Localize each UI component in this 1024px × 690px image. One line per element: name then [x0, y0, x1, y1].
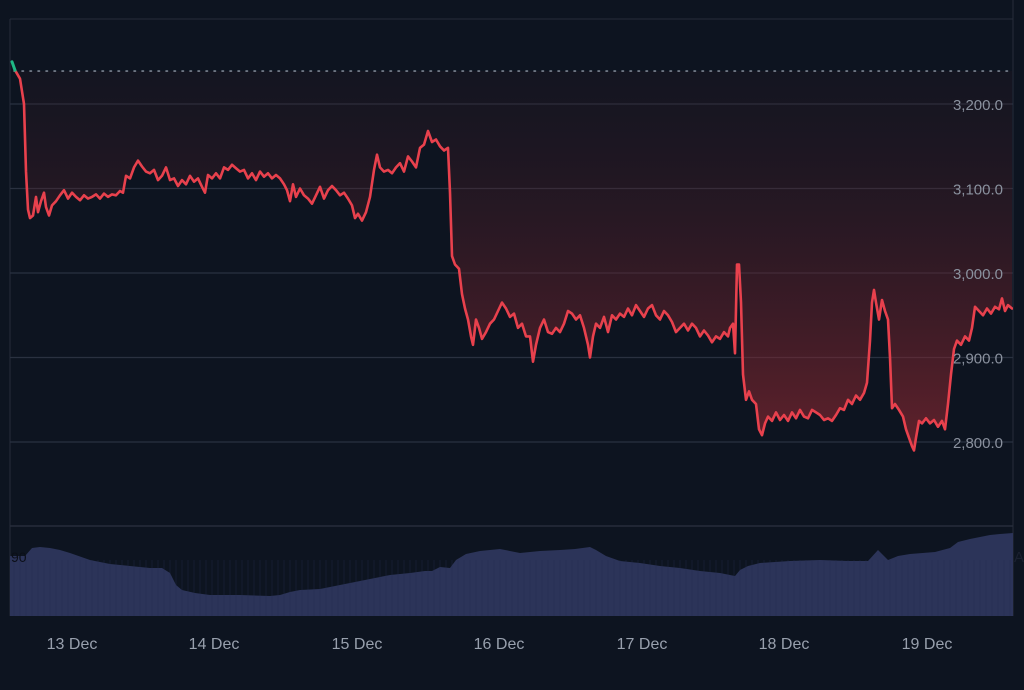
- y-tick-label: 3,000.0: [953, 266, 1003, 283]
- price-area-fill: [15, 70, 1012, 451]
- x-axis-labels: 13 Dec 14 Dec 15 Dec 16 Dec 17 Dec 18 Dec 19 D…: [47, 636, 953, 653]
- x-tick-label: 14 Dec: [189, 636, 240, 653]
- price-line[interactable]: [10, 60, 1013, 452]
- volume-histogram: [10, 533, 1013, 616]
- y-tick-label: 3,200.0: [953, 97, 1003, 114]
- volume-scale-label: 90: [11, 549, 27, 565]
- volume-edge-label: A: [1014, 549, 1024, 566]
- x-tick-label: 19 Dec: [902, 636, 953, 653]
- up-segment: [10, 60, 17, 72]
- x-tick-label: 17 Dec: [617, 636, 668, 653]
- y-axis-labels: 3,200.0 3,100.0 3,000.0 2,900.0 2,800.0: [953, 97, 1003, 452]
- x-tick-label: 13 Dec: [47, 636, 98, 653]
- y-tick-label: 2,800.0: [953, 435, 1003, 452]
- x-tick-label: 15 Dec: [332, 636, 383, 653]
- x-tick-label: 18 Dec: [759, 636, 810, 653]
- y-tick-label: 3,100.0: [953, 182, 1003, 199]
- x-tick-label: 16 Dec: [474, 636, 525, 653]
- y-tick-label: 2,900.0: [953, 351, 1003, 368]
